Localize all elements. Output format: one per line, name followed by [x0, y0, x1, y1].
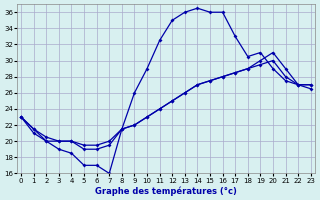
X-axis label: Graphe des températures (°c): Graphe des températures (°c)	[95, 186, 237, 196]
